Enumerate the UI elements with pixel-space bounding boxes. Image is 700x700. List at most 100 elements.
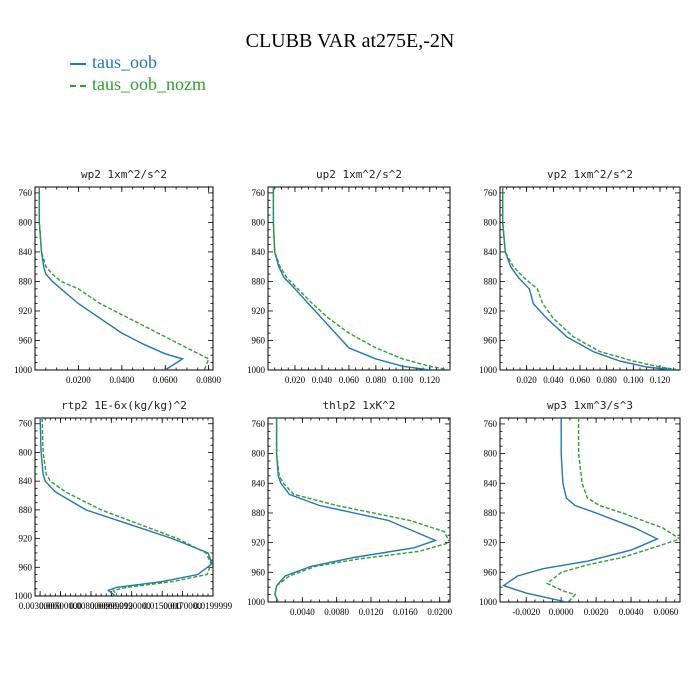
- y-tick-label: 920: [19, 534, 33, 544]
- y-tick-label: 960: [484, 335, 498, 345]
- plot-frame: [267, 186, 451, 371]
- x-tick-label: 0.0200: [427, 607, 452, 617]
- legend-line-icon: [70, 62, 86, 65]
- plot-frame: [499, 186, 681, 371]
- subplot-5: thlp2 1xK^2 760 800 840 880 920 960 1000 0.0040 0…: [247, 399, 453, 617]
- subplot-2: up2 1xm^2/s^2 760 800 840 880 920 960 1000 0.020…: [247, 168, 451, 385]
- y-tick-label: 800: [484, 217, 498, 227]
- x-tick-label: 0.060: [570, 375, 591, 385]
- x-tick-label: 0.020: [285, 375, 306, 385]
- x-tick-label: 0.0170000: [163, 601, 202, 611]
- x-tick-label: 0.0080: [324, 607, 349, 617]
- y-tick-label: 880: [19, 505, 33, 515]
- y-tick-label: 840: [252, 247, 266, 257]
- x-tick-label: 0.0199999: [194, 601, 233, 611]
- series-line-taus_oob_nozm: [502, 187, 680, 370]
- y-tick-label: 800: [484, 449, 498, 459]
- y-tick-label: 840: [484, 478, 498, 488]
- figure-title: CLUBB VAR at275E,-2N: [245, 30, 455, 52]
- x-tick-label: 0.120: [420, 375, 441, 385]
- x-tick-label: 0.060: [339, 375, 360, 385]
- x-tick-label: 0.0160: [393, 607, 418, 617]
- x-tick-label: 0.040: [312, 375, 333, 385]
- legend-item-taus-oob: taus_oob: [70, 52, 157, 73]
- y-tick-label: 920: [252, 538, 266, 548]
- x-tick-label: 0.0020: [584, 607, 609, 617]
- series-line-taus_oob_nozm: [41, 418, 212, 596]
- subplot-title: rtp2 1E-6x(kg/kg)^2: [61, 399, 187, 412]
- subplot-3: vp2 1xm^2/s^2 760 800 840 880 920 960 1000 0.020…: [479, 168, 681, 385]
- y-tick-label: 960: [252, 335, 266, 345]
- y-tick-label: 920: [19, 306, 33, 316]
- y-tick-label: 1000: [479, 597, 498, 607]
- x-tick-label: 0.0000: [549, 607, 574, 617]
- series-line-taus_oob: [39, 418, 213, 596]
- x-tick-label: 0.0040: [290, 607, 315, 617]
- subplot-title: up2 1xm^2/s^2: [316, 168, 402, 181]
- x-tick-label: 0.0200: [66, 375, 91, 385]
- x-tick-label: 0.00500000: [39, 601, 82, 611]
- y-tick-label: 1000: [247, 365, 266, 375]
- x-tick-label: 0.0400: [109, 375, 134, 385]
- y-tick-label: 1000: [247, 597, 266, 607]
- y-tick-label: 960: [19, 562, 33, 572]
- x-tick-label: -0.0020: [512, 607, 540, 617]
- subplot-title: vp2 1xm^2/s^2: [547, 168, 633, 181]
- plot-frame: [267, 417, 451, 603]
- x-tick-label: 0.0120: [359, 607, 384, 617]
- y-tick-label: 840: [252, 478, 266, 488]
- y-tick-label: 920: [484, 306, 498, 316]
- x-tick-label: 0.120: [650, 375, 671, 385]
- x-tick-label: 0.00300000: [19, 601, 62, 611]
- series-line-taus_oob_nozm: [274, 418, 450, 602]
- y-tick-label: 880: [484, 276, 498, 286]
- y-tick-label: 1000: [479, 365, 498, 375]
- series-line-taus_oob: [272, 187, 430, 370]
- y-tick-label: 1000: [14, 365, 33, 375]
- x-tick-label: 0.00999999: [90, 601, 133, 611]
- y-tick-label: 840: [19, 476, 33, 486]
- plot-frame: [499, 417, 681, 603]
- y-tick-label: 840: [484, 247, 498, 257]
- y-tick-label: 760: [19, 188, 33, 198]
- x-tick-label: 0.0600: [153, 375, 178, 385]
- y-tick-label: 840: [19, 247, 33, 257]
- subplot-4: rtp2 1E-6x(kg/kg)^2 760 800 840 880 920 960 100…: [14, 399, 233, 611]
- series-line-taus_oob: [38, 187, 185, 370]
- y-tick-label: 760: [484, 188, 498, 198]
- x-tick-label: 0.0800: [196, 375, 221, 385]
- y-tick-label: 800: [252, 217, 266, 227]
- y-tick-label: 760: [252, 419, 266, 429]
- plot-frame: [34, 186, 214, 371]
- y-tick-label: 800: [19, 217, 33, 227]
- subplot-1: wp2 1xm^2/s^2 760 800 840 880 920 960 1000 0.020…: [14, 168, 222, 385]
- x-tick-label: 0.100: [623, 375, 644, 385]
- series-line-taus_oob: [501, 418, 659, 602]
- y-tick-label: 960: [19, 335, 33, 345]
- series-line-taus_oob_nozm: [38, 187, 210, 370]
- subplot-title: thlp2 1xK^2: [323, 399, 396, 412]
- x-tick-label: 0.040: [543, 375, 564, 385]
- y-tick-label: 1000: [14, 591, 33, 601]
- legend-label: taus_oob: [92, 52, 157, 72]
- series-line-taus_oob_nozm: [272, 187, 450, 370]
- y-tick-label: 880: [252, 508, 266, 518]
- x-tick-label: 0.080: [366, 375, 387, 385]
- x-tick-label: 0.080: [597, 375, 618, 385]
- y-tick-label: 760: [19, 419, 33, 429]
- y-tick-label: 760: [252, 188, 266, 198]
- x-tick-label: 0.0060: [654, 607, 679, 617]
- x-tick-label: 0.0120000: [113, 601, 152, 611]
- legend-item-taus-oob-nozm: taus_oob_nozm: [70, 74, 206, 95]
- y-tick-label: 880: [252, 276, 266, 286]
- series-line-taus_oob_nozm: [545, 418, 680, 602]
- series-line-taus_oob: [502, 187, 674, 370]
- y-tick-label: 800: [252, 449, 266, 459]
- x-tick-label: 0.00800000: [70, 601, 113, 611]
- series-line-taus_oob: [274, 418, 438, 602]
- y-tick-label: 800: [19, 447, 33, 457]
- y-tick-label: 880: [484, 508, 498, 518]
- subplot-title: wp3 1xm^3/s^3: [547, 399, 633, 412]
- y-tick-label: 760: [484, 419, 498, 429]
